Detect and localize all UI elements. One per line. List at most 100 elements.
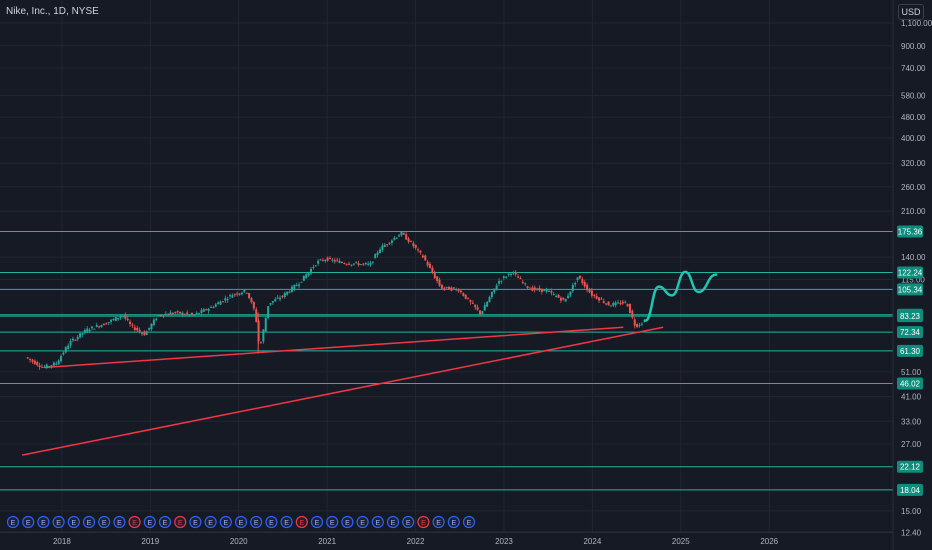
level-price-badge[interactable]: [897, 377, 923, 390]
level-price-badge[interactable]: [897, 344, 923, 357]
earnings-marker-label: E: [315, 520, 320, 527]
earnings-marker-icon[interactable]: [326, 515, 339, 529]
earnings-marker-icon[interactable]: [250, 515, 263, 529]
earnings-marker-icon[interactable]: [447, 515, 460, 529]
candle-body: [464, 294, 467, 299]
earnings-marker-icon[interactable]: [143, 515, 156, 529]
currency-button[interactable]: USD: [898, 4, 924, 20]
earnings-marker-icon[interactable]: [174, 515, 187, 529]
x-tick-label: 2020: [230, 537, 248, 546]
earnings-marker-icon[interactable]: [371, 515, 384, 529]
candle-body: [98, 326, 101, 328]
level-price-badge[interactable]: [897, 310, 923, 323]
candle-body: [119, 316, 122, 318]
level-price-badge[interactable]: [897, 266, 923, 279]
candle-body: [550, 291, 553, 293]
candle-body: [40, 366, 43, 368]
earnings-marker-icon[interactable]: [462, 515, 476, 529]
candle-body: [229, 295, 232, 297]
level-price-badge[interactable]: [897, 483, 923, 496]
earnings-marker-label: E: [254, 520, 259, 527]
candle-body: [157, 314, 160, 317]
level-price-badge[interactable]: [897, 326, 923, 339]
trendline[interactable]: [21, 326, 664, 456]
earnings-marker-icon[interactable]: [22, 515, 35, 529]
candle-body: [140, 332, 143, 334]
earnings-marker-label: E: [391, 520, 396, 527]
candle-body: [512, 272, 515, 274]
candle-body: [555, 295, 558, 297]
earnings-marker-icon[interactable]: [417, 515, 430, 529]
price-axis[interactable]: 1,100.00 900.00 740.00 580.00 480.00 400.00 32…: [892, 0, 932, 550]
candle-body: [438, 279, 441, 286]
earnings-marker-icon[interactable]: [98, 515, 111, 529]
candle-body: [514, 272, 517, 275]
earnings-marker-icon[interactable]: [67, 515, 80, 529]
candle-body: [60, 356, 63, 362]
candle-body: [407, 238, 410, 242]
level-price-badge[interactable]: [897, 460, 923, 473]
symbol-title[interactable]: Nike, Inc., 1D, NYSE: [6, 6, 99, 17]
candle-body: [307, 271, 310, 276]
earnings-marker-icon[interactable]: [189, 515, 202, 529]
candle-body: [236, 293, 239, 295]
candle-body: [621, 301, 624, 304]
projection-line[interactable]: [644, 270, 718, 322]
earnings-marker-icon[interactable]: [280, 515, 293, 529]
candle-body: [338, 261, 341, 263]
earnings-marker-icon[interactable]: [6, 515, 20, 529]
candle-body: [252, 302, 255, 309]
earnings-marker-icon[interactable]: [356, 515, 369, 529]
earnings-marker-icon[interactable]: [52, 515, 65, 529]
candle-body: [309, 268, 312, 274]
earnings-marker-icon[interactable]: [219, 515, 232, 529]
earnings-marker-icon[interactable]: [386, 515, 400, 529]
candle-body: [507, 273, 510, 275]
candle-body: [450, 287, 453, 291]
candle-body: [600, 298, 603, 300]
earnings-marker-label: E: [269, 520, 274, 527]
candle-body: [286, 291, 289, 295]
earnings-marker-icon[interactable]: [310, 515, 324, 529]
y-tick-label: 900.00: [901, 42, 926, 51]
earnings-marker-icon[interactable]: [265, 515, 278, 529]
candle-body: [414, 244, 417, 248]
level-price-badge[interactable]: [897, 283, 923, 296]
time-axis[interactable]: 2018 2019 2020 2021 2022 2023 2024 2025 2026: [0, 531, 893, 546]
candle-body: [160, 315, 163, 317]
candle-body: [319, 259, 322, 261]
earnings-marker-label: E: [87, 520, 92, 527]
earnings-marker-icon[interactable]: [113, 515, 126, 529]
earnings-marker-icon[interactable]: [82, 515, 96, 529]
earnings-marker-icon[interactable]: [37, 515, 50, 529]
candle-body: [205, 309, 208, 311]
earnings-marker-label: E: [406, 520, 411, 527]
candle-body: [400, 231, 403, 236]
candle-body: [421, 255, 424, 258]
earnings-marker-label: E: [193, 520, 198, 527]
earnings-marker-icon[interactable]: [432, 515, 445, 529]
candle-body: [455, 289, 458, 291]
earnings-marker-icon[interactable]: [158, 515, 172, 529]
trendlines: [21, 326, 664, 456]
candle-body: [114, 317, 117, 321]
candle-body: [633, 319, 636, 326]
candle-body: [240, 292, 243, 295]
x-tick-label: 2018: [53, 537, 71, 546]
y-tick-label: 115.00: [901, 275, 925, 284]
trendline[interactable]: [44, 326, 624, 369]
earnings-marker-icon[interactable]: [234, 515, 248, 529]
x-tick-label: 2023: [495, 537, 513, 546]
earnings-marker-icon[interactable]: [128, 515, 141, 529]
candle-body: [50, 365, 53, 367]
earnings-marker-label: E: [56, 520, 61, 527]
earnings-marker-icon[interactable]: [295, 515, 308, 529]
candle-body: [195, 312, 198, 314]
earnings-marker-icon[interactable]: [402, 515, 415, 529]
candle-body: [352, 263, 355, 265]
candle-body: [76, 336, 79, 340]
earnings-marker-icon[interactable]: [341, 515, 354, 529]
earnings-marker-icon[interactable]: [204, 515, 217, 529]
level-price-badge[interactable]: [897, 225, 923, 238]
